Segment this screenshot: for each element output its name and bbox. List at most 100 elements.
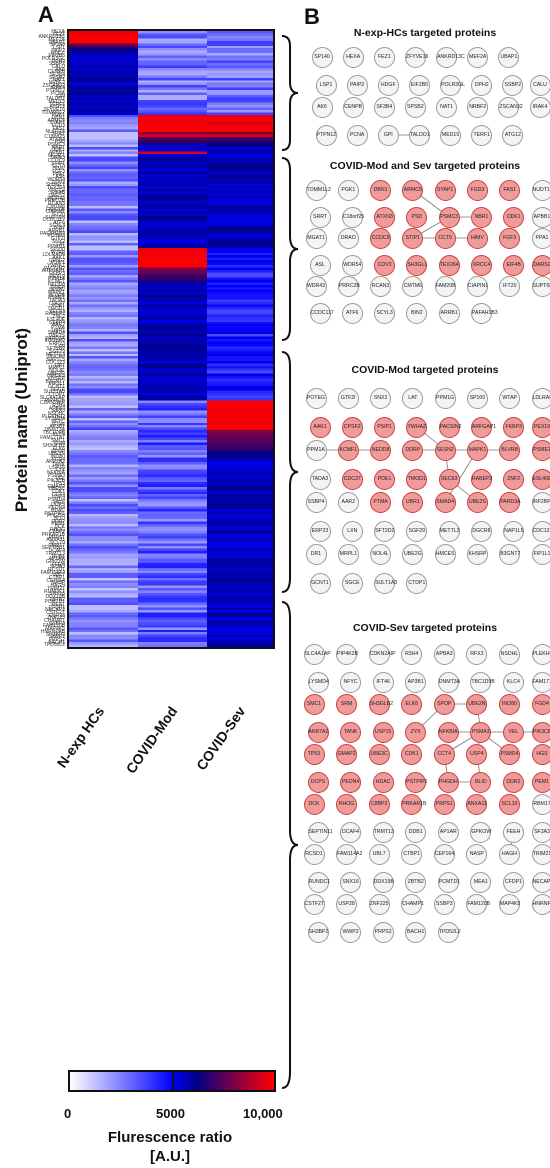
- protein-node: SSBP3: [433, 893, 455, 915]
- protein-node: CDKN2AIP: [368, 643, 396, 665]
- row-label: NOL4L: [49, 367, 65, 374]
- protein-node: ESL40E: [531, 468, 550, 490]
- protein-node: FAM120B: [466, 893, 490, 915]
- protein-node: PGK1: [337, 179, 359, 201]
- protein-node: APBA3: [433, 643, 455, 665]
- protein-node: TEX264: [438, 254, 460, 276]
- heatmap-column-nexp-hcs: [69, 31, 138, 647]
- protein-node: ODK1: [503, 206, 525, 228]
- protein-node: PRRC2B: [337, 275, 360, 297]
- row-label: PARD3A: [45, 335, 65, 342]
- protein-node: GTF2I: [337, 387, 359, 409]
- row-label: PPM1G: [47, 244, 65, 251]
- protein-node: ZYX: [405, 721, 427, 743]
- protein-node: ZSCAN32: [498, 96, 523, 118]
- row-label: DDRP: [50, 284, 65, 291]
- protein-node: PTMA: [370, 491, 392, 513]
- protein-node: NAP1L5: [503, 520, 525, 542]
- protein-node: NASP: [466, 843, 488, 865]
- protein-node: SH3GLB2: [368, 693, 393, 715]
- protein-node: PPA1: [531, 227, 550, 249]
- row-label: PSMD4: [47, 497, 65, 504]
- row-label: PSMC3: [47, 141, 65, 148]
- protein-node: LXN: [341, 520, 363, 542]
- row-label: KLC4: [52, 432, 65, 439]
- protein-node: CMTM6: [402, 275, 424, 297]
- protein-node: PPM1G: [434, 387, 456, 409]
- protein-node: TRIM21: [531, 843, 550, 865]
- protein-node: SRRT: [309, 206, 331, 228]
- protein-node: PIP4K2B: [336, 643, 358, 665]
- row-label: MED15: [48, 98, 65, 105]
- row-label: TMOD1: [47, 306, 66, 313]
- row-label: BIN2: [53, 225, 65, 232]
- row-label: BLVRB: [48, 292, 65, 299]
- row-label: CCT5: [51, 163, 65, 170]
- protein-node: ANKRD13C: [436, 46, 465, 68]
- row-label: GCNT1: [48, 384, 65, 391]
- protein-node: CSTF2T: [303, 893, 325, 915]
- protein-node: UBAP1: [498, 46, 520, 68]
- row-label: TADA3: [49, 297, 65, 304]
- protein-node: PSIP1: [374, 416, 396, 438]
- row-label: RCAN3: [48, 201, 65, 208]
- row-label: MGAT1: [48, 152, 65, 159]
- protein-node: TERF1: [471, 124, 493, 146]
- row-label: PIK3CB: [47, 478, 65, 485]
- row-label: AP3B1: [49, 424, 65, 431]
- protein-node: PPM1A: [305, 439, 327, 461]
- protein-node: DR1: [305, 543, 327, 565]
- row-label: BLID: [53, 515, 65, 522]
- row-label: USP15: [49, 464, 65, 471]
- protein-node: SFT2D2: [374, 520, 396, 542]
- protein-node: SRM: [336, 693, 358, 715]
- row-label: CHAMP1: [44, 618, 65, 625]
- row-label: MEF2A: [48, 37, 65, 44]
- protein-node: AP1AR: [437, 821, 459, 843]
- row-label: GMAP2: [47, 483, 65, 490]
- protein-node: CDK1: [401, 743, 423, 765]
- row-label: UBAP1: [48, 39, 65, 46]
- row-label: SH3GL1: [45, 182, 65, 189]
- row-label: PSD: [54, 139, 65, 146]
- protein-node: FAS1: [499, 179, 521, 201]
- row-label: SF3B4: [49, 72, 65, 79]
- row-label: PLEKHO2: [41, 413, 65, 420]
- row-label: DNMT3A: [44, 427, 65, 434]
- row-label: GPKOW: [45, 558, 65, 565]
- row-label: AP1AR: [48, 556, 65, 563]
- heatmap: [67, 29, 275, 649]
- row-label: NECAP2: [44, 607, 65, 614]
- row-label: ASL: [55, 174, 65, 181]
- row-label: ZYX: [55, 467, 65, 474]
- row-label: NAT1: [52, 77, 65, 84]
- protein-node: IRF2BP2: [531, 491, 550, 513]
- row-label: LAT: [56, 241, 65, 248]
- row-label: CENPB: [47, 69, 65, 76]
- row-label: NFYC: [51, 419, 65, 426]
- row-label: CALU: [51, 63, 65, 70]
- row-label: PPM1A: [48, 276, 65, 283]
- protein-node: FAM20B: [434, 275, 456, 297]
- row-label: RUNDC1: [44, 588, 65, 595]
- row-label: TALDO1: [45, 96, 65, 103]
- row-label: ARMC5: [47, 117, 65, 124]
- row-label: RABEP2: [45, 311, 65, 318]
- row-label: SNX2: [51, 238, 65, 245]
- row-label: YWHAZ: [46, 263, 65, 270]
- protein-node: UBR1: [402, 491, 424, 513]
- y-axis-label: Protein name (Uniprot): [12, 327, 31, 513]
- row-label: WDR43: [47, 195, 65, 202]
- protein-node: HEXA: [342, 46, 364, 68]
- protein-node: PSME1: [531, 439, 550, 461]
- row-label: ATG12: [49, 104, 65, 111]
- protein-node: PAFAH1B3: [470, 302, 498, 324]
- row-label: DCAF4: [48, 548, 65, 555]
- protein-node: AP3B1: [405, 671, 427, 693]
- row-label: HDGF: [50, 50, 65, 57]
- row-label: ANXA11: [46, 537, 65, 544]
- brace-covid-mod-sev: [281, 157, 299, 341]
- protein-node: NEDD8: [370, 439, 392, 461]
- protein-node: CALU: [529, 74, 550, 96]
- row-label: PEDN4: [48, 505, 65, 512]
